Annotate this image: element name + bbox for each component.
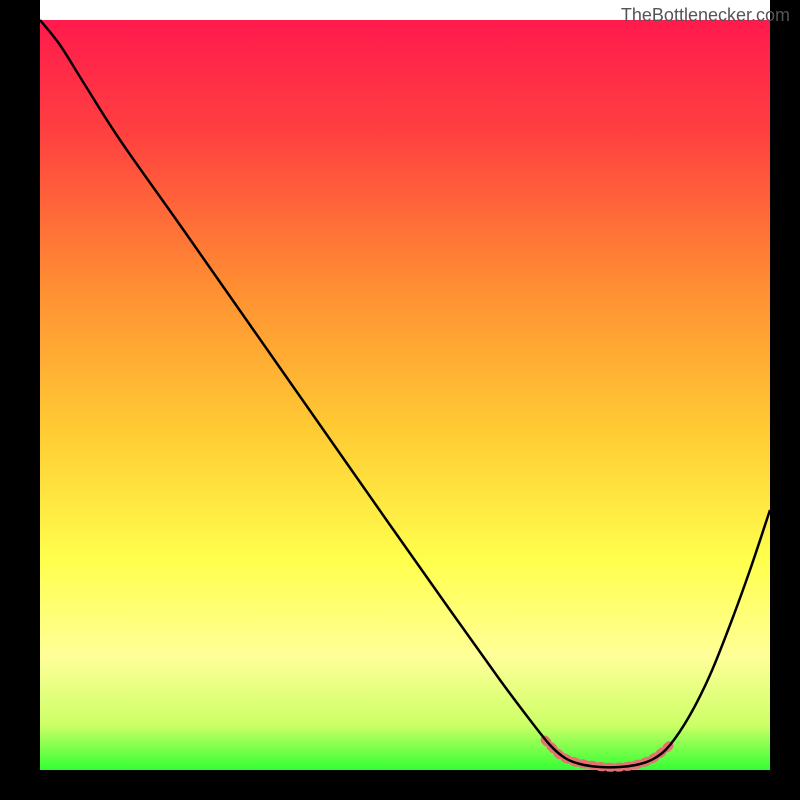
watermark-text: TheBottlenecker.com	[621, 5, 790, 26]
chart-svg	[0, 0, 800, 800]
bottleneck-chart: TheBottlenecker.com	[0, 0, 800, 800]
border-right	[770, 0, 800, 800]
border-left	[0, 0, 40, 800]
border-bottom	[0, 770, 800, 800]
chart-background	[40, 20, 770, 770]
